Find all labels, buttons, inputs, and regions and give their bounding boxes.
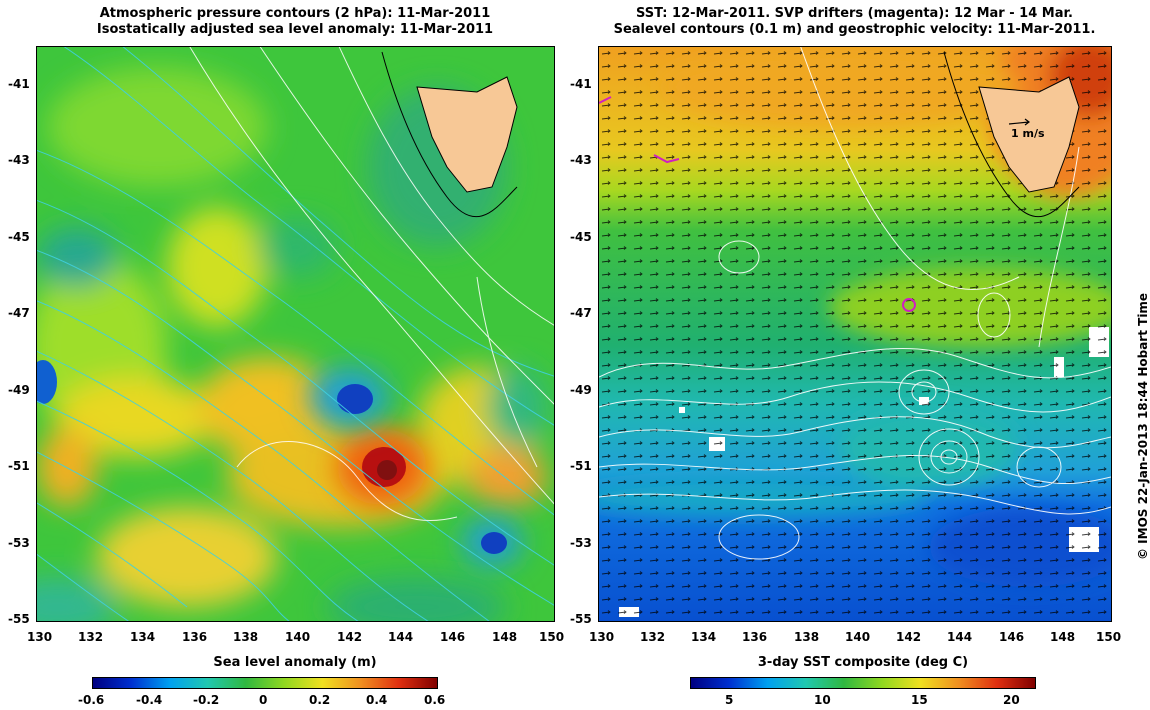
right-lat-tick: -47 <box>570 306 592 320</box>
left-lat-tick: -41 <box>8 77 30 91</box>
right-lon-tick: 148 <box>1050 630 1076 644</box>
drifter-track <box>653 154 680 164</box>
right-lat-tick: -41 <box>570 77 592 91</box>
left-lat-tick: -55 <box>8 612 30 626</box>
right-colorbar-tick: 15 <box>911 693 928 707</box>
left-colorbar-title: Sea level anomaly (m) <box>213 655 377 670</box>
sst-map[interactable]: 1 m/s <box>598 46 1112 622</box>
right-lon-tick: 144 <box>947 630 973 644</box>
drifter-track <box>599 96 612 104</box>
left-colorbar-tick: -0.2 <box>193 693 220 707</box>
right-lon-tick: 138 <box>794 630 820 644</box>
left-lon-tick: 140 <box>285 630 311 644</box>
right-lat-tick: -45 <box>570 230 592 244</box>
right-lon-tick: 134 <box>691 630 717 644</box>
sea-level-anomaly-map[interactable] <box>36 46 555 622</box>
right-colorbar-tick: 20 <box>1003 693 1020 707</box>
right-colorbar-tick: 10 <box>814 693 831 707</box>
left-lon-tick: 146 <box>440 630 466 644</box>
right-title-line2: Sealevel contours (0.1 m) and geostrophi… <box>613 22 1096 37</box>
right-lon-tick: 142 <box>896 630 922 644</box>
sst-colorbar <box>690 677 1036 689</box>
left-title-line1: Atmospheric pressure contours (2 hPa): 1… <box>99 6 491 21</box>
left-colorbar-tick: -0.6 <box>78 693 105 707</box>
sea-level-anomaly-map-svg <box>37 47 554 621</box>
left-lon-tick: 136 <box>182 630 208 644</box>
left-lat-tick: -51 <box>8 459 30 473</box>
velocity-scale-arrow <box>1008 118 1030 126</box>
right-lon-tick: 146 <box>999 630 1025 644</box>
left-lat-tick: -49 <box>8 383 30 397</box>
left-lon-tick: 132 <box>78 630 104 644</box>
sea-level-colorbar <box>92 677 438 689</box>
left-lon-tick: 142 <box>337 630 363 644</box>
left-lon-tick: 150 <box>539 630 565 644</box>
right-lon-tick: 140 <box>845 630 871 644</box>
right-lon-tick: 136 <box>742 630 768 644</box>
left-lon-tick: 138 <box>233 630 259 644</box>
left-lat-tick: -43 <box>8 153 30 167</box>
left-lon-tick: 144 <box>388 630 414 644</box>
right-lon-tick: 150 <box>1096 630 1122 644</box>
left-colorbar-tick: 0.4 <box>366 693 388 707</box>
right-lon-tick: 130 <box>589 630 615 644</box>
right-lat-tick: -49 <box>570 383 592 397</box>
sst-map-svg <box>599 47 1111 621</box>
left-lat-tick: -47 <box>8 306 30 320</box>
left-colorbar-tick: 0.6 <box>424 693 446 707</box>
left-lon-tick: 148 <box>492 630 518 644</box>
right-title-line1: SST: 12-Mar-2011. SVP drifters (magenta)… <box>636 6 1073 21</box>
left-colorbar-tick: 0 <box>259 693 268 707</box>
right-lat-tick: -51 <box>570 459 592 473</box>
left-lat-tick: -45 <box>8 230 30 244</box>
left-lon-tick: 130 <box>27 630 53 644</box>
left-colorbar-tick: 0.2 <box>309 693 331 707</box>
velocity-scale-label: 1 m/s <box>1011 127 1045 140</box>
left-colorbar-tick: -0.4 <box>136 693 163 707</box>
right-lat-tick: -53 <box>570 536 592 550</box>
drifter-marker <box>902 298 916 312</box>
left-title-line2: Isostatically adjusted sea level anomaly… <box>96 22 494 37</box>
credit-text: © IMOS 22-Jan-2013 18:44 Hobart Time <box>1136 292 1150 560</box>
right-lat-tick: -43 <box>570 153 592 167</box>
left-lon-tick: 134 <box>130 630 156 644</box>
right-lat-tick: -55 <box>570 612 592 626</box>
right-lon-tick: 132 <box>640 630 666 644</box>
left-lat-tick: -53 <box>8 536 30 550</box>
right-colorbar-title: 3-day SST composite (deg C) <box>757 655 969 670</box>
right-colorbar-tick: 5 <box>725 693 734 707</box>
